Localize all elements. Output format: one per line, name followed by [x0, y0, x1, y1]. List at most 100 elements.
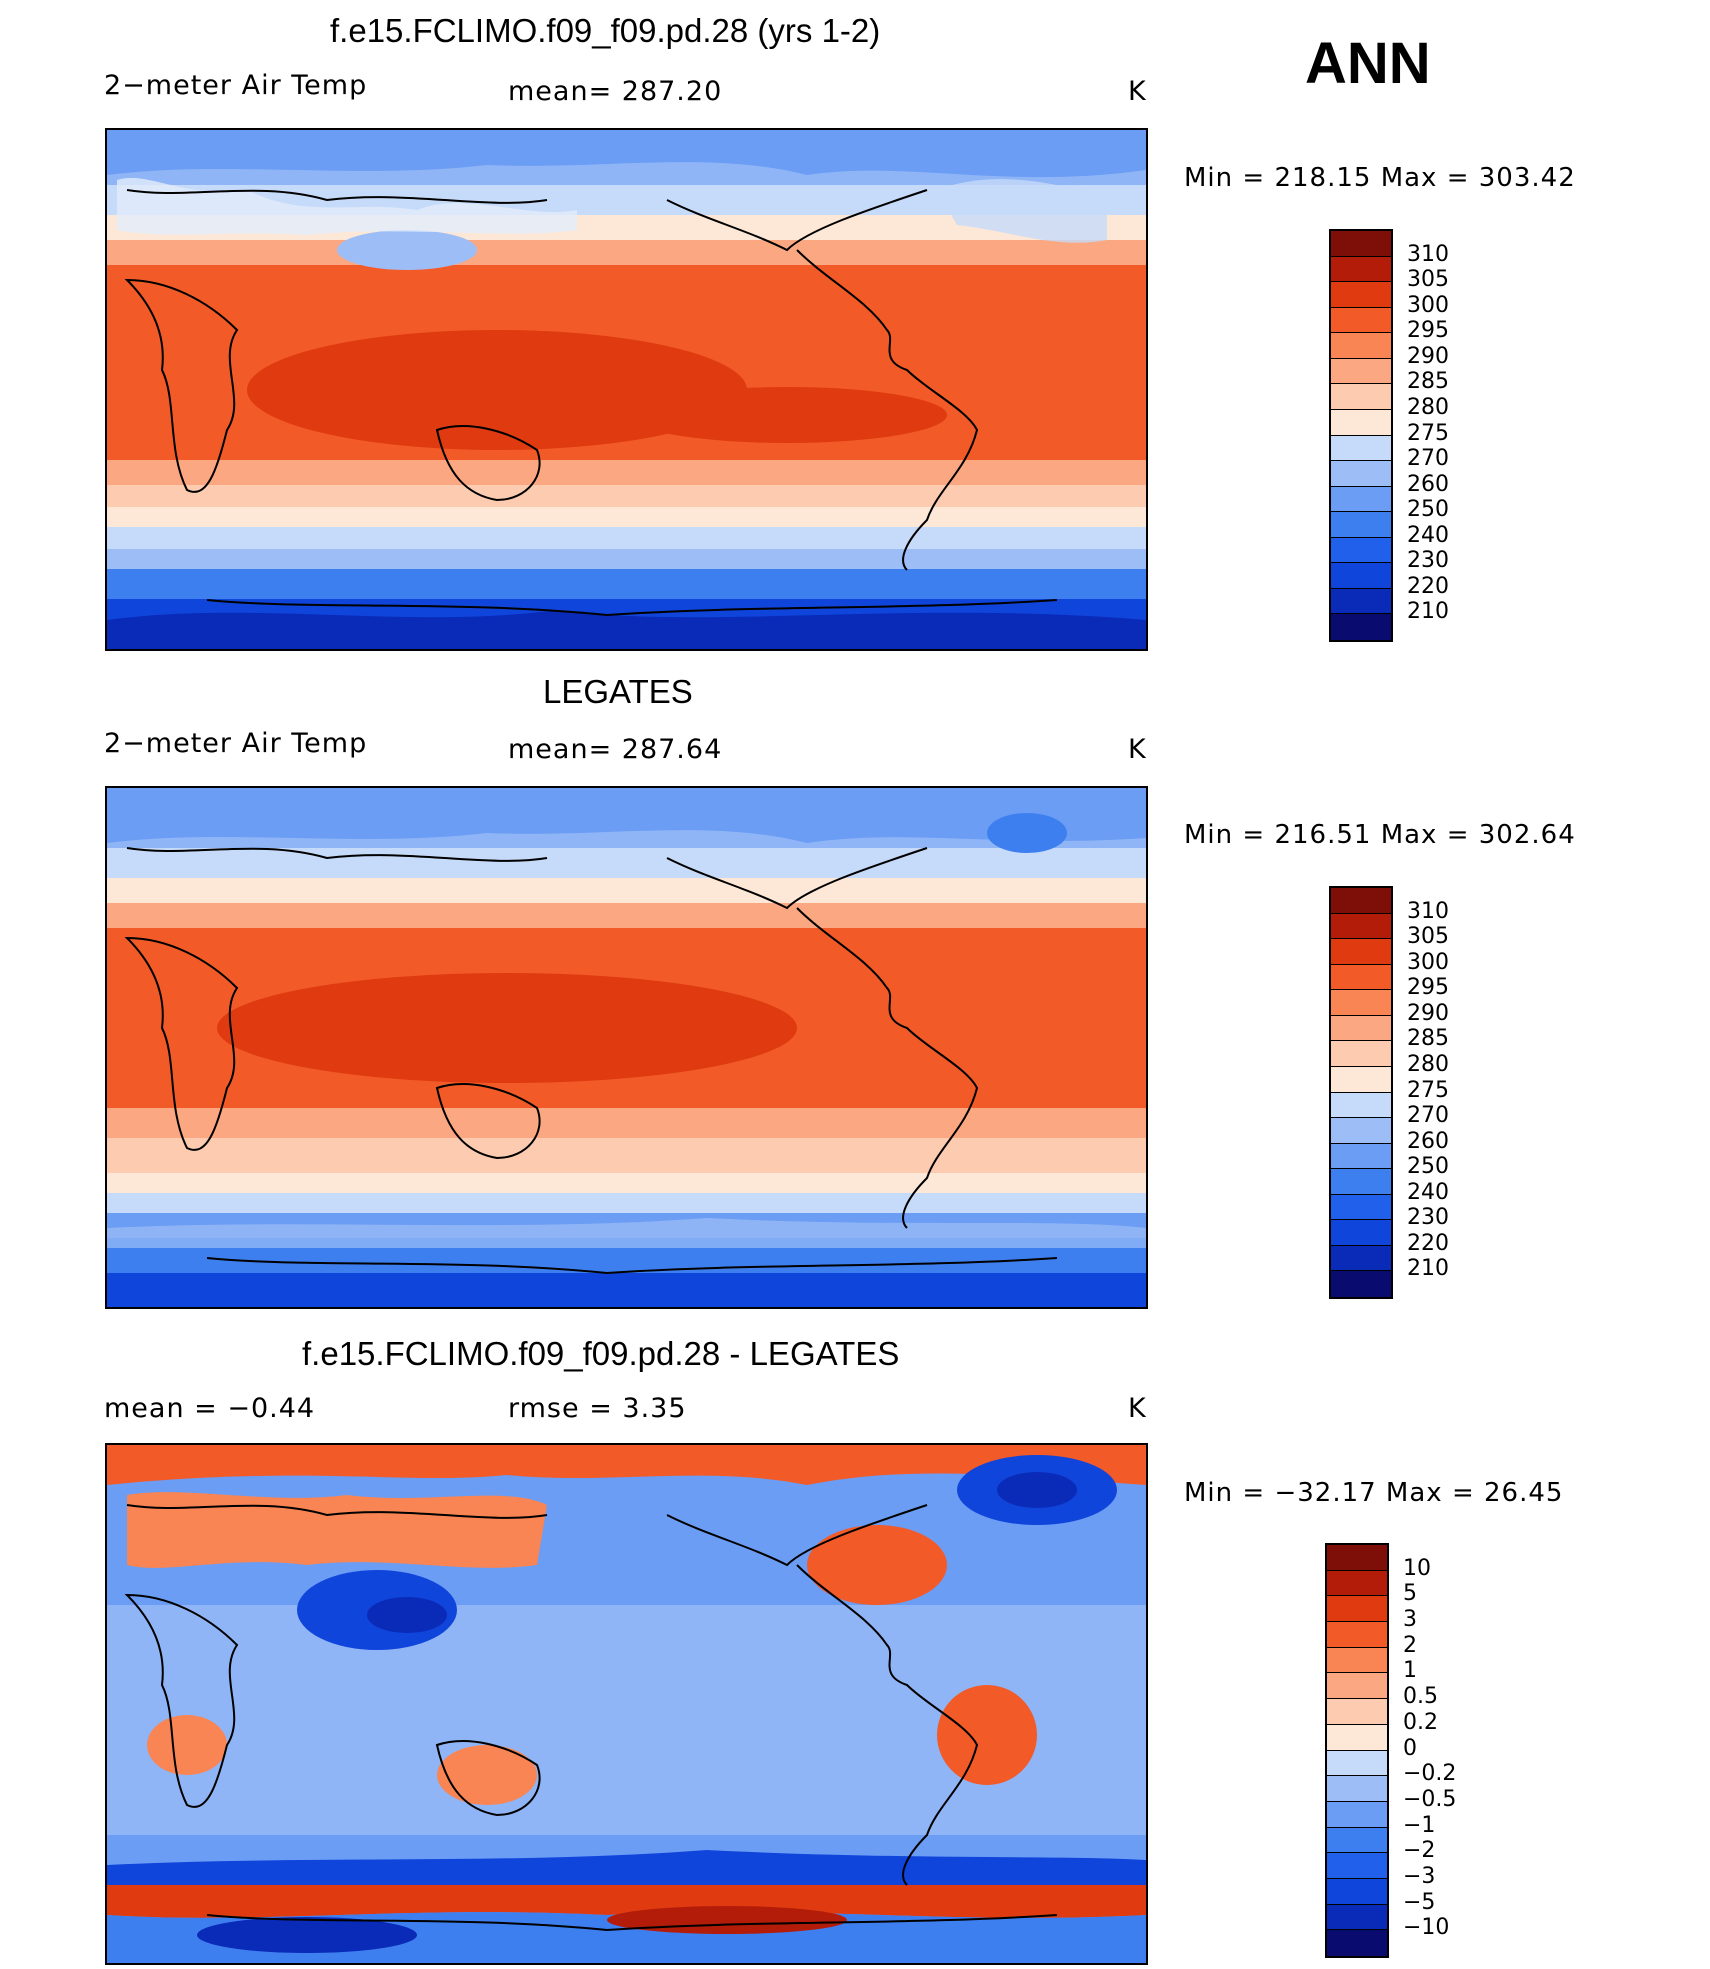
- colorbar-tick-label: −5: [1403, 1889, 1436, 1915]
- colorbar-swatch: [1331, 435, 1391, 462]
- panel-1-mean-label: mean= 287.20: [508, 76, 723, 107]
- colorbar-tick-label: 270: [1407, 446, 1449, 472]
- panel-2-title: LEGATES: [543, 673, 693, 710]
- colorbar-tick-label: 0.5: [1403, 1684, 1438, 1710]
- colorbar-swatch: [1331, 939, 1391, 965]
- season-label: ANN: [1305, 31, 1431, 96]
- colorbar-tick-label: 230: [1407, 548, 1449, 574]
- colorbar-swatch: [1331, 1194, 1391, 1221]
- colorbar-tick-label: 2: [1403, 1632, 1417, 1658]
- panel-3-difference-field: [107, 1445, 1146, 1963]
- colorbar-swatch: [1327, 1724, 1387, 1751]
- colorbar-swatch: [1331, 888, 1391, 914]
- colorbar-swatch: [1327, 1596, 1387, 1623]
- panel-1-units-label: K: [1128, 76, 1147, 107]
- colorbar-tick-label: 285: [1407, 369, 1449, 395]
- colorbar-swatch: [1331, 1066, 1391, 1093]
- colorbar-swatch: [1331, 1118, 1391, 1144]
- colorbar-tick-label: 210: [1407, 599, 1449, 625]
- panel-2-min-max: Min = 216.51 Max = 302.64: [1184, 820, 1576, 850]
- colorbar-swatch: [1331, 1220, 1391, 1246]
- panel-3-colorbar: [1325, 1543, 1389, 1958]
- colorbar-swatch: [1327, 1827, 1387, 1854]
- colorbar-swatch: [1331, 1245, 1391, 1272]
- colorbar-tick-label: −1: [1403, 1812, 1436, 1838]
- colorbar-tick-label: −2: [1403, 1838, 1436, 1864]
- colorbar-tick-label: 220: [1407, 1230, 1449, 1256]
- colorbar-tick-label: −10: [1403, 1915, 1450, 1941]
- colorbar-tick-label: 310: [1407, 898, 1449, 924]
- colorbar-tick-label: 240: [1407, 1179, 1449, 1205]
- panel-3-mean-label: mean = −0.44: [104, 1393, 316, 1424]
- panel-1-min-max: Min = 218.15 Max = 303.42: [1184, 163, 1576, 193]
- panel-2-units-label: K: [1128, 734, 1147, 765]
- colorbar-swatch: [1331, 307, 1391, 334]
- colorbar-swatch: [1331, 409, 1391, 436]
- panel-1-temperature-field: [107, 130, 1146, 649]
- colorbar-tick-label: 220: [1407, 573, 1449, 599]
- colorbar-swatch: [1327, 1622, 1387, 1648]
- colorbar-tick-label: 300: [1407, 949, 1449, 975]
- colorbar-swatch: [1331, 461, 1391, 487]
- colorbar-tick-label: 0: [1403, 1735, 1417, 1761]
- panel-1-variable-label: 2−meter Air Temp: [104, 70, 368, 101]
- colorbar-tick-label: 10: [1403, 1555, 1431, 1581]
- colorbar-tick-label: 230: [1407, 1205, 1449, 1231]
- colorbar-tick-label: 305: [1407, 924, 1449, 950]
- panel-2-temperature-field: [107, 788, 1146, 1307]
- colorbar-swatch: [1327, 1699, 1387, 1725]
- colorbar-swatch: [1331, 1015, 1391, 1042]
- panel-3-min-max: Min = −32.17 Max = 26.45: [1184, 1478, 1564, 1508]
- colorbar-tick-label: 210: [1407, 1256, 1449, 1282]
- colorbar-swatch: [1331, 384, 1391, 410]
- colorbar-swatch: [1331, 614, 1391, 640]
- colorbar-swatch: [1331, 282, 1391, 308]
- colorbar-swatch: [1327, 1878, 1387, 1905]
- colorbar-swatch: [1331, 913, 1391, 940]
- colorbar-tick-label: 270: [1407, 1103, 1449, 1129]
- colorbar-tick-label: 290: [1407, 343, 1449, 369]
- colorbar-swatch: [1327, 1904, 1387, 1931]
- panel-2-colorbar: [1329, 886, 1393, 1299]
- colorbar-swatch: [1331, 964, 1391, 991]
- colorbar-tick-label: 285: [1407, 1026, 1449, 1052]
- colorbar-tick-label: 295: [1407, 975, 1449, 1001]
- colorbar-tick-label: −3: [1403, 1863, 1436, 1889]
- colorbar-swatch: [1331, 1271, 1391, 1297]
- colorbar-swatch: [1327, 1853, 1387, 1879]
- panel-1-colorbar: [1329, 229, 1393, 642]
- colorbar-swatch: [1331, 512, 1391, 538]
- colorbar-tick-label: 0.2: [1403, 1709, 1438, 1735]
- colorbar-tick-label: 295: [1407, 318, 1449, 344]
- colorbar-tick-label: 240: [1407, 522, 1449, 548]
- colorbar-swatch: [1327, 1673, 1387, 1700]
- colorbar-tick-label: 275: [1407, 420, 1449, 446]
- colorbar-swatch: [1331, 486, 1391, 513]
- panel-2-map: [105, 786, 1148, 1309]
- colorbar-tick-label: 280: [1407, 1051, 1449, 1077]
- panel-2-mean-label: mean= 287.64: [508, 734, 723, 765]
- colorbar-tick-label: 290: [1407, 1000, 1449, 1026]
- colorbar-swatch: [1331, 1143, 1391, 1170]
- panel-1-title: f.e15.FCLIMO.f09_f09.pd.28 (yrs 1-2): [330, 12, 881, 49]
- panel-3-map: [105, 1443, 1148, 1965]
- colorbar-tick-label: 260: [1407, 1128, 1449, 1154]
- colorbar-swatch: [1331, 333, 1391, 359]
- colorbar-tick-label: 250: [1407, 497, 1449, 523]
- colorbar-swatch: [1327, 1545, 1387, 1571]
- colorbar-tick-label: 275: [1407, 1077, 1449, 1103]
- colorbar-tick-label: 300: [1407, 292, 1449, 318]
- colorbar-tick-label: 305: [1407, 267, 1449, 293]
- colorbar-swatch: [1327, 1776, 1387, 1802]
- colorbar-tick-label: 310: [1407, 241, 1449, 267]
- colorbar-swatch: [1327, 1801, 1387, 1828]
- colorbar-tick-label: −0.2: [1403, 1761, 1457, 1787]
- colorbar-swatch: [1331, 1092, 1391, 1119]
- colorbar-tick-label: 280: [1407, 394, 1449, 420]
- colorbar-tick-label: 260: [1407, 471, 1449, 497]
- colorbar-swatch: [1331, 990, 1391, 1016]
- colorbar-swatch: [1331, 1169, 1391, 1195]
- colorbar-swatch: [1331, 537, 1391, 564]
- colorbar-tick-label: −0.5: [1403, 1786, 1457, 1812]
- colorbar-swatch: [1331, 588, 1391, 615]
